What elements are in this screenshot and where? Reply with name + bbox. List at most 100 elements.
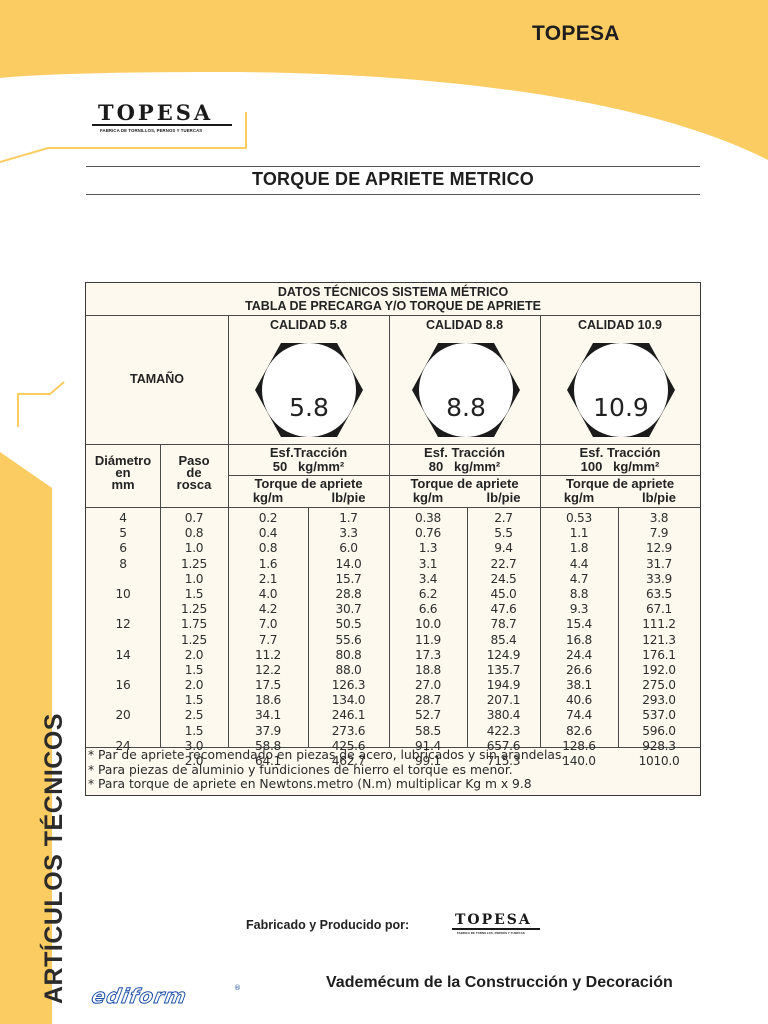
table-cell: 380.4 [486, 708, 521, 723]
torque-header-10-9: Torque de apriete [565, 476, 675, 491]
grade-label-5-8: CALIDAD 5.8 [269, 318, 348, 332]
divider [540, 315, 541, 747]
table-cell: 8 [119, 556, 127, 571]
table-cell: 0.76 [415, 526, 441, 541]
table-cell: 74.4 [566, 708, 592, 723]
table-cell: 0.4 [258, 526, 278, 541]
table-cell: 2.0 [184, 678, 204, 693]
unit-kgm-5-8: kg/m [252, 490, 284, 505]
table-cell: 40.6 [566, 693, 592, 708]
table-cell: 3.4 [418, 571, 438, 586]
table-cell: 8.8 [569, 586, 589, 601]
table-cell: 1.0 [184, 541, 204, 556]
table-cell: 4.2 [258, 602, 278, 617]
note: * Para piezas de aluminio y fundiciones … [88, 762, 513, 777]
table-cell: 47.6 [490, 602, 517, 617]
table-cell: 246.1 [331, 708, 366, 723]
table-cell: 78.7 [490, 617, 517, 632]
table-cell: 140.0 [562, 754, 596, 768]
table-cell: 0.7 [184, 511, 204, 525]
table-cell [86, 663, 160, 678]
diameter-header: Diámetro en mm [86, 454, 160, 492]
bolt-head-5-8-icon [255, 343, 363, 437]
size-header: TAMAÑO [130, 372, 184, 386]
table-cell: 9.4 [494, 541, 513, 556]
table-cell: 2.0 [184, 647, 204, 662]
unit-lbpie-10-9: lb/pie [642, 490, 676, 505]
logo-wordmark: TOPESA [455, 912, 532, 928]
table-cell: 1.0 [184, 571, 204, 586]
table-cell: 10 [115, 586, 131, 601]
table-cell: 11.9 [415, 632, 441, 647]
table-cell: 192.0 [642, 662, 676, 677]
note: * Par de apriete recomendado en piezas d… [88, 748, 566, 762]
table-cell: 16 [115, 678, 131, 693]
table-cell: 18.6 [255, 693, 281, 708]
table-cell: 126.3 [331, 678, 366, 693]
table-cell: 1.7 [339, 511, 358, 525]
table-cell: 24.4 [566, 647, 592, 662]
table-cell: 2.1 [258, 571, 278, 586]
column-g109-kgm: 0.53 1.1 1.8 4.4 4.7 8.8 9.3 15.4 16.8 24.4 26.6 38… [540, 511, 618, 769]
table-cell: 5.5 [494, 526, 513, 541]
table-cell: 1.1 [569, 526, 589, 541]
tensile-5-8: Esf.Tracción 50 kg/mm² [228, 446, 389, 474]
table-cell: 24.5 [490, 571, 517, 586]
note: * Para torque de apriete en Newtons.metr… [88, 777, 532, 791]
bolt-head-10-9-icon [567, 343, 675, 437]
table-cell: 22.7 [490, 556, 517, 571]
diameter-header-line: mm [111, 477, 135, 492]
diameter-header-line: en [115, 465, 131, 480]
ediform-logo: ediform ® [86, 984, 246, 1009]
table-cell: 2.7 [494, 511, 513, 525]
table-cell: 18.8 [415, 662, 441, 677]
publication-title: Vademécum de la Construcción y Decoració… [326, 974, 673, 991]
table-cell: 0.8 [184, 526, 204, 541]
pitch-header-line: de [186, 465, 202, 480]
tensile-8-8: Esf. Tracción 80 kg/mm² [389, 446, 540, 474]
table-cell: 30.7 [335, 602, 362, 617]
table-cell: 462.7 [331, 754, 366, 768]
table-cell: 7.0 [258, 617, 278, 632]
table-cell: 1.3 [418, 541, 438, 556]
unit-lbpie-5-8: lb/pie [331, 490, 366, 505]
table-cell: 3.3 [339, 526, 358, 541]
table-cell: 14 [115, 647, 131, 662]
table-cell: 9.3 [569, 602, 589, 617]
table-cell: 15.7 [335, 571, 362, 586]
logo-wordmark: TOPESA [98, 100, 214, 125]
torque-table: DATOS TÉCNICOS SISTEMA MÉTRICO TABLA DE … [85, 282, 701, 796]
table-cell: 58.5 [415, 723, 441, 738]
table-cell: 64.1 [255, 754, 281, 768]
table-cell: 2.0 [184, 754, 204, 768]
table-cell: 20 [115, 708, 131, 723]
table-cell: 82.6 [566, 723, 592, 738]
table-cell: 425.6 [331, 738, 366, 753]
table-cell: 1010.0 [638, 754, 680, 768]
table-cell: 1.6 [258, 556, 278, 571]
tensile-label: Esf. Tracción [424, 445, 505, 460]
logo-tagline: FABRICA DE TORNILLOS, PERNOS Y TUERCAS [100, 128, 203, 133]
bolt-head-8-8-icon [412, 343, 520, 437]
table-cell: 11.2 [255, 647, 281, 662]
table-cell: 273.6 [331, 723, 366, 738]
table-cell: 67.1 [646, 602, 672, 617]
tensile-value: 80 kg/mm² [428, 459, 501, 474]
title-rule-bottom [86, 194, 700, 195]
table-cell [86, 693, 160, 708]
table-cell: 4 [119, 511, 127, 525]
table-cell: 27.0 [415, 678, 441, 693]
table-cell: 715.3 [486, 754, 521, 768]
topesa-logo-small: TOPESA FABRICA DE TORNILLOS, PERNOS Y TU… [452, 912, 542, 938]
section-label: ARTÍCULOS TÉCNICOS [40, 713, 68, 1004]
table-cell: 12.2 [255, 662, 281, 677]
bolt-mark-5-8: 5.8 [289, 393, 329, 422]
table-cell: 3.1 [418, 556, 438, 571]
table-cell: 207.1 [486, 693, 521, 708]
table-cell: 596.0 [642, 723, 676, 738]
table-cell: 537.0 [642, 708, 676, 723]
divider [228, 315, 229, 747]
table-cell: 1.5 [184, 586, 204, 601]
table-cell: 124.9 [486, 647, 521, 662]
bolt-mark-10-9: 10.9 [593, 393, 649, 422]
